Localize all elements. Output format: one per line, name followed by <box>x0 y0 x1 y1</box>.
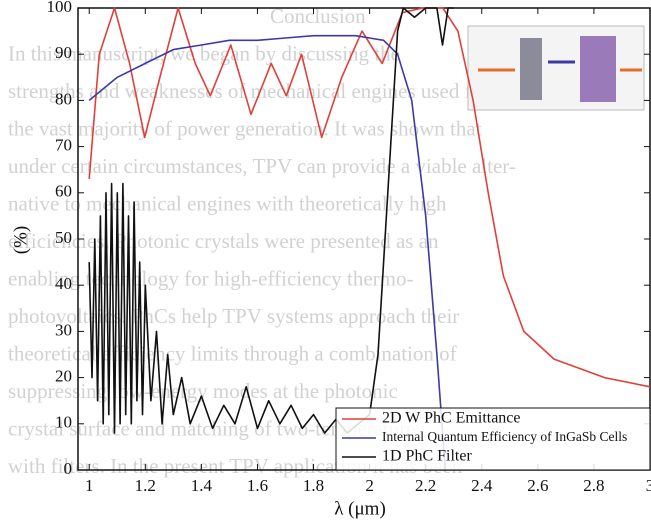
inset-diagram <box>467 25 645 111</box>
y-axis-label: (%) <box>10 226 31 254</box>
series-line <box>88 7 454 434</box>
background-line: theoretical efficiency limits through a … <box>8 341 457 365</box>
series-line <box>88 7 651 388</box>
inset-cell <box>580 36 616 102</box>
y-tick-label: 40 <box>55 274 72 293</box>
legend: 2D W PhC Emittance Internal Quantum Effic… <box>335 407 651 471</box>
y-tick-label: 100 <box>47 0 73 16</box>
y-tick-label: 70 <box>55 136 72 155</box>
background-line: photovoltaics. PhCs help TPV systems app… <box>8 304 459 328</box>
background-line: native to mechanical engines with theore… <box>8 191 447 215</box>
x-tick-label: 2 <box>365 476 374 495</box>
y-tick-label: 0 <box>64 459 73 478</box>
x-axis-label: λ (μm) <box>334 498 386 519</box>
y-tick-label: 30 <box>55 320 72 339</box>
y-tick-label: 10 <box>55 413 72 432</box>
background-line: efficiencies. Photonic crystals were pre… <box>8 229 439 253</box>
x-tick-label: 2.6 <box>527 476 548 495</box>
x-tick-label: 3 <box>646 476 651 495</box>
inset-frame <box>467 25 645 111</box>
background-line: enabling technology for high-efficiency … <box>8 266 413 290</box>
x-tick-label: 1 <box>85 476 94 495</box>
x-tick-label: 1.2 <box>135 476 156 495</box>
x-tick-label: 1.6 <box>247 476 268 495</box>
y-tick-label: 60 <box>55 182 72 201</box>
x-tick-label: 2.2 <box>415 476 436 495</box>
y-tick-label: 20 <box>55 367 72 386</box>
plot: 0 10 20 30 40 50 60 70 80 90 100 1 1.2 1.4 1.6 1.8 2 2.2 2… <box>47 0 651 495</box>
legend-label: 1D PhC Filter <box>382 448 472 465</box>
x-tick-label: 2.8 <box>583 476 604 495</box>
series-line <box>88 34 447 471</box>
x-tick-label: 2.4 <box>471 476 493 495</box>
y-tick-label: 90 <box>55 43 72 62</box>
background-line: under certain circumstances, TPV can pro… <box>8 154 516 178</box>
background-line: strengths and weaknesses of mechanical e… <box>8 79 489 103</box>
background-line: the vast majority of power generation. I… <box>8 116 482 140</box>
inset-filter <box>520 38 542 100</box>
legend-frame <box>335 407 651 471</box>
x-tick-label: 1.8 <box>303 476 324 495</box>
legend-label: 2D W PhC Emittance <box>382 410 521 427</box>
y-tick-label: 50 <box>55 228 72 247</box>
y-tick-label: 80 <box>55 89 72 108</box>
legend-label: Internal Quantum Efficiency of InGaSb Ce… <box>382 429 627 444</box>
x-tick-label: 1.4 <box>191 476 213 495</box>
